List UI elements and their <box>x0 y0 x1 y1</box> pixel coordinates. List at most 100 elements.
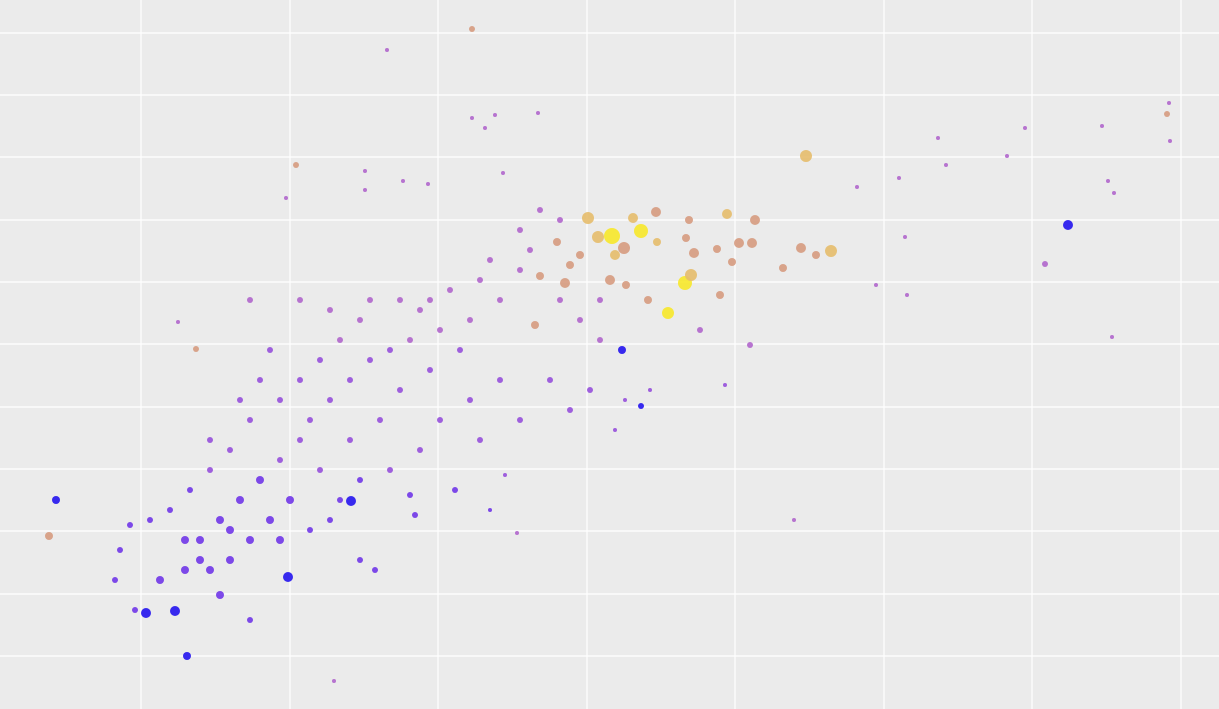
scatter-point <box>1042 261 1048 267</box>
scatter-point <box>515 531 519 535</box>
scatter-point <box>750 215 760 225</box>
scatter-point <box>477 277 483 283</box>
scatter-point <box>327 397 333 403</box>
scatter-point <box>536 111 540 115</box>
scatter-point <box>187 487 193 493</box>
scatter-point <box>367 357 373 363</box>
scatter-point <box>634 224 648 238</box>
scatter-point <box>401 179 405 183</box>
scatter-point <box>577 317 583 323</box>
scatter-point <box>266 516 274 524</box>
scatter-point <box>387 347 393 353</box>
scatter-point <box>734 238 744 248</box>
scatter-point <box>517 417 523 423</box>
scatter-point <box>517 267 523 273</box>
scatter-point <box>112 577 118 583</box>
scatter-point <box>387 467 393 473</box>
scatter-point <box>327 517 333 523</box>
scatter-point <box>689 248 699 258</box>
scatter-point <box>293 162 299 168</box>
scatter-point <box>605 275 615 285</box>
scatter-point <box>277 397 283 403</box>
scatter-point <box>638 403 644 409</box>
scatter-point <box>363 188 367 192</box>
scatter-point <box>582 212 594 224</box>
scatter-point <box>226 556 234 564</box>
scatter-point <box>327 307 333 313</box>
scatter-point <box>618 346 626 354</box>
scatter-point <box>417 307 423 313</box>
scatter-point <box>796 243 806 253</box>
scatter-point <box>800 150 812 162</box>
scatter-point <box>372 567 378 573</box>
scatter-point <box>206 566 214 574</box>
scatter-point <box>1112 191 1116 195</box>
scatter-point <box>407 337 413 343</box>
scatter-point <box>812 251 820 259</box>
scatter-point <box>397 387 403 393</box>
scatter-point <box>452 487 458 493</box>
scatter-point <box>307 417 313 423</box>
scatter-point <box>427 297 433 303</box>
scatter-point <box>547 377 553 383</box>
scatter-point <box>576 251 584 259</box>
scatter-point <box>747 238 757 248</box>
scatter-point <box>467 317 473 323</box>
scatter-point <box>216 591 224 599</box>
scatter-point <box>493 113 497 117</box>
scatter-point <box>501 171 505 175</box>
scatter-point <box>226 526 234 534</box>
scatter-point <box>357 477 363 483</box>
scatter-point <box>427 367 433 373</box>
scatter-point <box>317 467 323 473</box>
scatter-point <box>697 327 703 333</box>
scatter-point <box>855 185 859 189</box>
scatter-point <box>277 457 283 463</box>
scatter-point <box>307 527 313 533</box>
scatter-point <box>685 216 693 224</box>
scatter-point <box>537 207 543 213</box>
scatter-point <box>457 347 463 353</box>
scatter-point <box>284 196 288 200</box>
scatter-point <box>682 234 690 242</box>
scatter-point <box>723 383 727 387</box>
scatter-point <box>257 377 263 383</box>
scatter-point <box>426 182 430 186</box>
scatter-point <box>651 207 661 217</box>
scatter-point <box>685 269 697 281</box>
scatter-point <box>147 517 153 523</box>
scatter-point <box>407 492 413 498</box>
scatter-point <box>604 228 620 244</box>
scatter-point <box>256 476 264 484</box>
scatter-point <box>276 536 284 544</box>
scatter-point <box>170 606 180 616</box>
scatter-point <box>557 217 563 223</box>
scatter-point <box>536 272 544 280</box>
scatter-point <box>247 417 253 423</box>
scatter-point <box>357 317 363 323</box>
scatter-point <box>722 209 732 219</box>
scatter-point <box>747 342 753 348</box>
scatter-point <box>246 536 254 544</box>
scatter-point <box>412 512 418 518</box>
scatter-point <box>337 497 343 503</box>
scatter-point <box>497 377 503 383</box>
scatter-point <box>193 346 199 352</box>
scatter-point <box>1164 111 1170 117</box>
scatter-point <box>176 320 180 324</box>
scatter-point <box>1167 101 1171 105</box>
scatter-point <box>216 516 224 524</box>
scatter-point <box>503 473 507 477</box>
scatter-point <box>367 297 373 303</box>
scatter-point <box>944 163 948 167</box>
scatter-point <box>1110 335 1114 339</box>
scatter-point <box>283 572 293 582</box>
scatter-point <box>347 437 353 443</box>
scatter-point <box>467 397 473 403</box>
scatter-point <box>127 522 133 528</box>
scatter-point <box>247 297 253 303</box>
scatter-point <box>1106 179 1110 183</box>
